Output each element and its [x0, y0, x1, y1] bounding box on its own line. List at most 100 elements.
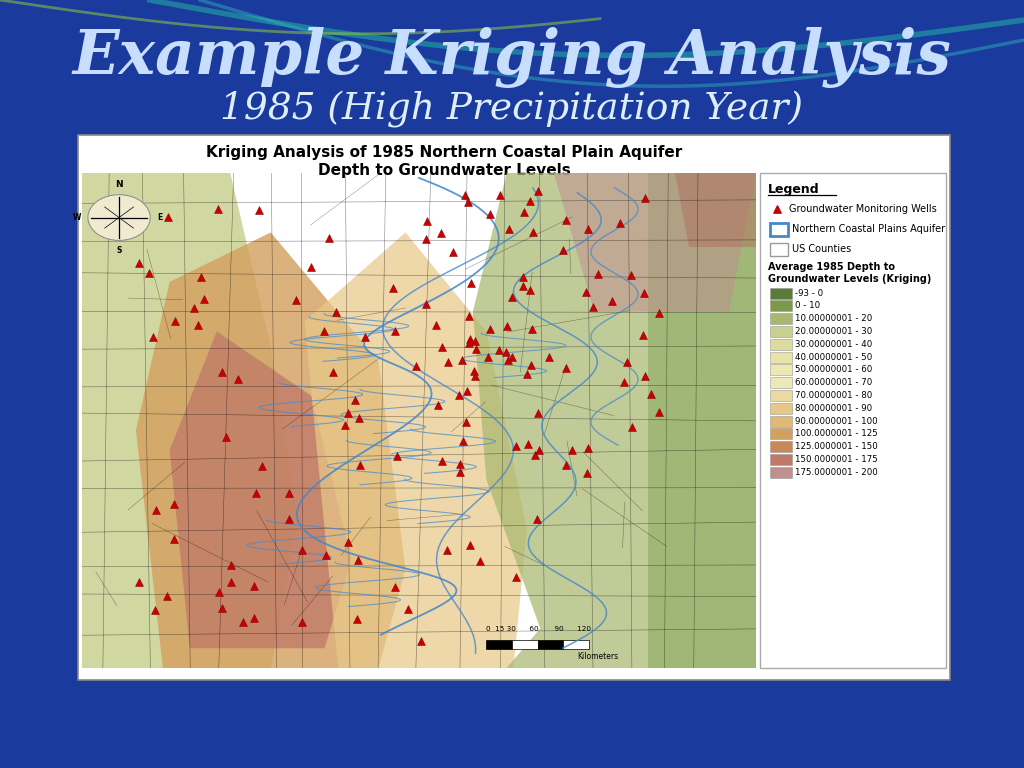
- Point: [555, 244, 571, 257]
- Polygon shape: [304, 233, 526, 668]
- Point: [468, 343, 484, 356]
- Point: [254, 459, 270, 472]
- Point: [521, 284, 538, 296]
- Text: Kilometers: Kilometers: [578, 652, 618, 660]
- Point: [281, 513, 297, 525]
- Point: [434, 455, 451, 467]
- Point: [387, 581, 403, 593]
- Point: [558, 458, 574, 471]
- Point: [492, 344, 508, 356]
- Polygon shape: [136, 233, 406, 668]
- Point: [462, 538, 478, 551]
- Point: [525, 226, 542, 238]
- Point: [500, 353, 516, 366]
- Point: [350, 554, 367, 566]
- Text: -93 - 0: -93 - 0: [795, 289, 823, 297]
- Point: [578, 286, 594, 298]
- Text: Average 1985 Depth to: Average 1985 Depth to: [768, 262, 895, 272]
- Point: [337, 419, 353, 432]
- Text: Northern Coastal Plains Aquifer: Northern Coastal Plains Aquifer: [792, 224, 945, 234]
- Text: E: E: [158, 213, 163, 222]
- Point: [618, 356, 635, 369]
- Text: 90.00000001 - 100: 90.00000001 - 100: [795, 416, 878, 425]
- Point: [211, 585, 227, 598]
- Text: 150.0000001 - 175: 150.0000001 - 175: [795, 455, 878, 464]
- Point: [418, 233, 434, 246]
- Point: [246, 611, 262, 624]
- Bar: [770, 364, 792, 376]
- Text: 10.00000001 - 20: 10.00000001 - 20: [795, 314, 872, 323]
- Point: [388, 450, 404, 462]
- Bar: [78, 135, 950, 680]
- Point: [303, 260, 319, 273]
- Text: 1985 (High Precipitation Year): 1985 (High Precipitation Year): [220, 91, 804, 128]
- Point: [160, 211, 176, 223]
- Point: [351, 412, 368, 424]
- Bar: [770, 467, 792, 478]
- Point: [501, 223, 517, 235]
- Polygon shape: [82, 173, 298, 668]
- Point: [524, 323, 541, 335]
- Point: [522, 195, 539, 207]
- Point: [769, 203, 785, 215]
- Point: [452, 466, 468, 478]
- Point: [516, 206, 532, 218]
- Point: [223, 575, 240, 588]
- Point: [210, 203, 226, 215]
- Point: [635, 329, 651, 341]
- Polygon shape: [648, 173, 756, 668]
- Point: [637, 192, 653, 204]
- Point: [603, 294, 620, 306]
- Bar: [512, 641, 538, 649]
- Point: [611, 217, 628, 230]
- Point: [530, 407, 547, 419]
- Point: [434, 341, 451, 353]
- Point: [514, 280, 530, 292]
- Point: [399, 603, 416, 615]
- Point: [356, 330, 373, 343]
- Point: [317, 548, 334, 561]
- Text: Groundwater Levels (Kriging): Groundwater Levels (Kriging): [768, 274, 932, 284]
- Point: [460, 196, 476, 208]
- Point: [481, 208, 498, 220]
- Text: N: N: [116, 180, 123, 190]
- Point: [564, 444, 581, 456]
- Point: [459, 384, 475, 396]
- Point: [580, 223, 596, 236]
- Point: [140, 267, 157, 280]
- Point: [558, 362, 574, 374]
- Point: [457, 189, 473, 201]
- Bar: [770, 223, 788, 236]
- Point: [248, 487, 264, 499]
- Point: [454, 354, 470, 366]
- Point: [193, 271, 209, 283]
- Bar: [770, 429, 792, 439]
- Bar: [770, 243, 788, 256]
- Text: Legend: Legend: [768, 183, 819, 196]
- Bar: [563, 641, 589, 649]
- Point: [504, 350, 520, 362]
- Point: [530, 443, 547, 455]
- Bar: [770, 326, 792, 337]
- Text: 60.00000001 - 70: 60.00000001 - 70: [795, 378, 872, 387]
- Bar: [770, 415, 792, 426]
- Point: [281, 487, 297, 499]
- Point: [481, 323, 498, 335]
- Point: [134, 216, 151, 228]
- Text: 30.00000001 - 40: 30.00000001 - 40: [795, 339, 872, 349]
- Text: 125.0000001 - 150: 125.0000001 - 150: [795, 442, 878, 451]
- Point: [427, 319, 443, 331]
- Point: [387, 325, 403, 337]
- Point: [519, 368, 536, 380]
- Text: Kriging Analysis of 1985 Northern Coastal Plain Aquifer: Kriging Analysis of 1985 Northern Coasta…: [206, 145, 682, 161]
- Point: [463, 276, 479, 289]
- Text: 20.00000001 - 30: 20.00000001 - 30: [795, 327, 872, 336]
- Point: [352, 459, 369, 472]
- Point: [455, 435, 471, 448]
- Text: W: W: [73, 213, 81, 222]
- Bar: [770, 454, 792, 465]
- Point: [321, 232, 337, 244]
- Point: [439, 356, 456, 369]
- Point: [166, 533, 182, 545]
- Point: [499, 320, 515, 333]
